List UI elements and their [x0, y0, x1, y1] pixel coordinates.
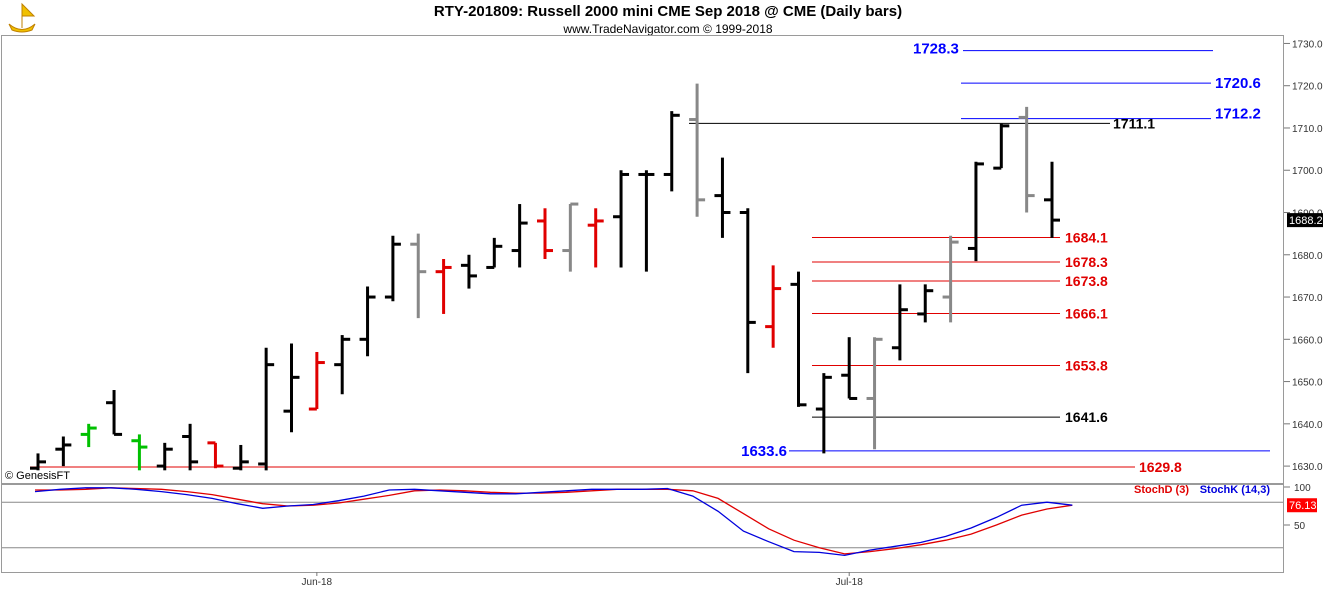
- ohlc-bar: [993, 123, 1010, 170]
- stoch-tick-label: 50: [1294, 521, 1306, 532]
- ohlc-bar: [841, 337, 858, 400]
- ohlc-bar: [511, 204, 528, 268]
- ohlc-bar: [866, 337, 883, 450]
- level-label: 1712.2: [1215, 106, 1261, 123]
- ohlc-bar: [283, 343, 300, 433]
- price-tick-label: 1660.0: [1292, 335, 1323, 346]
- ohlc-bar: [460, 254, 477, 289]
- chart-subtitle: www.TradeNavigator.com © 1999-2018: [563, 22, 773, 36]
- ohlc-bar: [384, 235, 401, 302]
- level-label: 1629.8: [1139, 459, 1182, 475]
- price-tick-label: 1700.0: [1292, 166, 1323, 177]
- watermark-text: © GenesisFT: [5, 470, 70, 482]
- ohlc-bar: [537, 208, 553, 259]
- level-label: 1666.1: [1065, 306, 1108, 322]
- stoch-axis: 100 50: [1284, 483, 1311, 532]
- price-panel-frame: [1, 35, 1284, 484]
- price-axis: 1630.01640.01650.01660.01670.01680.01690…: [1284, 39, 1323, 473]
- ohlc-bar: [156, 442, 173, 471]
- ohlc-bar: [232, 444, 249, 471]
- ohlc-bar: [486, 237, 503, 269]
- ohlc-bar: [308, 351, 325, 411]
- chart-title: RTY-201809: Russell 2000 mini CME Sep 20…: [433, 3, 903, 20]
- ohlc-bar: [587, 208, 604, 268]
- ohlc-bar: [942, 235, 959, 323]
- level-label: 1633.6: [741, 443, 787, 460]
- level-label: 1684.1: [1065, 229, 1108, 245]
- level-label: 1678.3: [1065, 254, 1108, 270]
- ohlc-bar: [80, 423, 97, 448]
- price-tick-label: 1720.0: [1292, 82, 1323, 93]
- ohlc-bar: [714, 157, 731, 238]
- stoch-last-label: 76.13: [1289, 500, 1317, 512]
- ohlc-bar: [334, 335, 351, 395]
- ohlc-bar: [967, 161, 984, 262]
- ohlc-bar: [790, 271, 807, 407]
- price-tick-label: 1680.0: [1292, 251, 1323, 262]
- stochk-legend: StochK (14,3): [1200, 484, 1271, 496]
- price-tick-label: 1710.0: [1292, 124, 1323, 135]
- ohlc-bar: [613, 170, 630, 268]
- ohlc-bar: [410, 233, 427, 319]
- price-tick-label: 1670.0: [1292, 293, 1323, 304]
- ohlc-bar: [1018, 106, 1035, 213]
- date-tick-label: Jun-18: [302, 577, 333, 588]
- stoch-panel-frame: [1, 484, 1284, 573]
- ohlc-bar: [1044, 161, 1060, 238]
- ohlc-bar: [106, 390, 123, 436]
- last-price-label: 1688.2: [1289, 215, 1323, 227]
- stoch-reference-lines: [2, 501, 1283, 549]
- level-label: 1728.3: [913, 41, 959, 58]
- ohlc-bar: [917, 284, 934, 323]
- stochk-line: [34, 487, 1073, 557]
- trade-navigator-logo-icon: [8, 2, 36, 33]
- ohlc-bars: [30, 83, 1060, 471]
- ohlc-bar: [663, 111, 680, 192]
- price-levels: 1728.3 1720.6 1712.2 1711.1 1684.1 1678.3 1673…: [30, 41, 1270, 475]
- last-price-tag: 1688.2: [1287, 213, 1323, 228]
- ohlc-bar: [55, 436, 72, 467]
- ohlc-bar: [30, 453, 46, 471]
- ohlc-bar: [638, 170, 655, 272]
- stoch-last-tag: 76.13: [1287, 498, 1317, 513]
- level-label: 1653.8: [1065, 358, 1108, 374]
- date-tick-label: Jul-18: [836, 577, 864, 588]
- date-axis: Jun-18 Jul-18: [302, 572, 864, 588]
- ohlc-bar: [359, 286, 376, 357]
- ohlc-bar: [258, 347, 275, 471]
- level-label: 1673.8: [1065, 273, 1108, 289]
- ohlc-bar: [739, 208, 756, 374]
- price-tick-label: 1650.0: [1292, 378, 1323, 389]
- stochastic-lines: [34, 487, 1073, 557]
- ohlc-bar: [765, 265, 782, 348]
- price-tick-label: 1730.0: [1292, 39, 1323, 50]
- price-tick-label: 1630.0: [1292, 462, 1323, 473]
- level-label: 1641.6: [1065, 409, 1108, 425]
- ohlc-bar: [815, 373, 832, 454]
- level-label: 1720.6: [1215, 75, 1261, 92]
- price-tick-label: 1640.0: [1292, 420, 1323, 431]
- stochd-legend: StochD (3): [1134, 484, 1189, 496]
- ohlc-bar: [131, 434, 148, 471]
- ohlc-bar: [689, 83, 706, 217]
- ohlc-bar: [435, 259, 452, 314]
- stoch-tick-label: 100: [1294, 483, 1311, 494]
- ohlc-bar: [891, 284, 908, 361]
- stochd-line: [35, 487, 1073, 555]
- ohlc-bar: [182, 423, 199, 471]
- ohlc-bar: [562, 202, 579, 272]
- ohlc-bar: [207, 441, 224, 469]
- level-label: 1711.1: [1113, 115, 1155, 131]
